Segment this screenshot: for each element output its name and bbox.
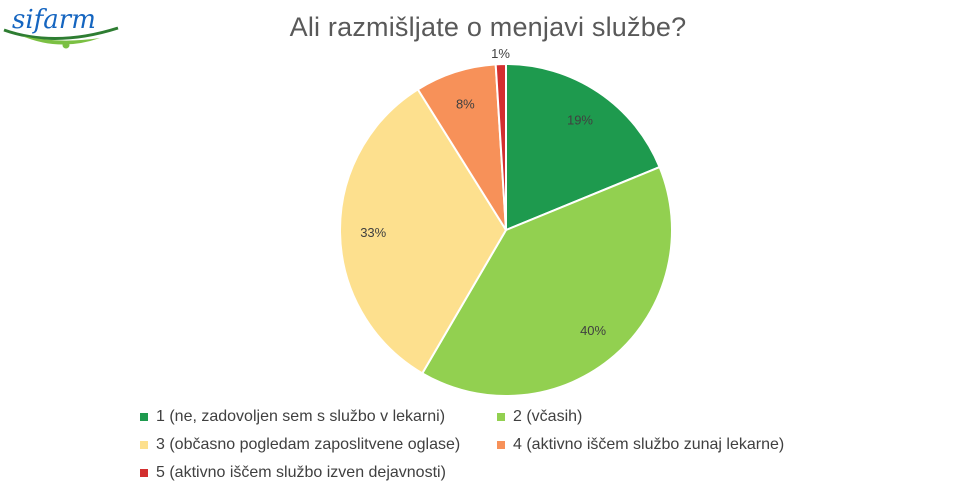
legend-label-1: 1 (ne, zadovoljen sem s službo v lekarni… bbox=[156, 408, 446, 425]
legend-label-2: 2 (včasih) bbox=[513, 408, 583, 425]
data-label-3: 33% bbox=[360, 225, 386, 240]
logo-swoosh bbox=[3, 26, 119, 41]
data-label-2: 40% bbox=[580, 323, 606, 338]
legend-swatch-1 bbox=[140, 413, 148, 421]
legend-item-2: 2 (včasih) bbox=[497, 408, 582, 426]
legend-label-3: 3 (občasno pogledam zaposlitvene oglase) bbox=[156, 436, 461, 453]
legend-label-4: 4 (aktivno iščem službo zunaj lekarne) bbox=[513, 436, 785, 453]
data-label-5: 1% bbox=[491, 46, 510, 61]
sifarm-logo: sifarm bbox=[3, 5, 119, 49]
data-label-1: 19% bbox=[567, 113, 593, 128]
legend-swatch-3 bbox=[140, 441, 148, 449]
legend-item-4: 4 (aktivno iščem službo zunaj lekarne) bbox=[497, 436, 784, 454]
pie-slice-2 bbox=[420, 165, 673, 397]
data-label-4: 8% bbox=[456, 97, 475, 112]
logo-dot bbox=[62, 41, 70, 49]
legend-label-5: 5 (aktivno iščem službo izven dejavnosti… bbox=[156, 464, 446, 481]
legend-item-1: 1 (ne, zadovoljen sem s službo v lekarni… bbox=[140, 408, 445, 426]
legend-swatch-4 bbox=[497, 441, 505, 449]
legend-swatch-2 bbox=[497, 413, 505, 421]
chart-title: Ali razmišljate o menjavi službe? bbox=[289, 12, 687, 42]
pie-slice-3 bbox=[339, 87, 508, 375]
legend-item-3: 3 (občasno pogledam zaposlitvene oglase) bbox=[140, 436, 460, 454]
logo-leaf bbox=[22, 36, 100, 45]
pie-slice-5 bbox=[494, 62, 507, 231]
legend-item-5: 5 (aktivno iščem službo izven dejavnosti… bbox=[140, 464, 446, 482]
legend-swatch-5 bbox=[140, 469, 148, 477]
pie-slice-1 bbox=[505, 62, 661, 232]
logo-text: sifarm bbox=[12, 5, 96, 35]
